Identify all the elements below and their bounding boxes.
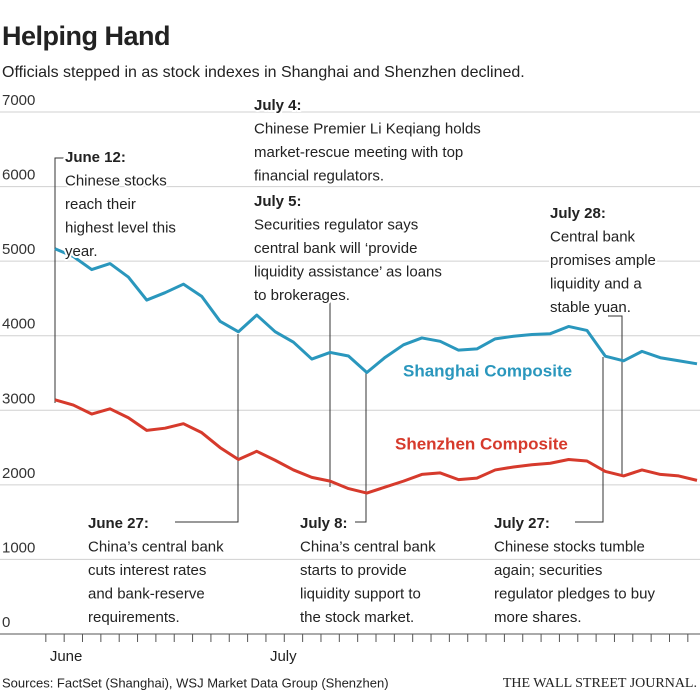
annotation-text: starts to provide (300, 562, 407, 579)
annotation-title: June 27: (88, 515, 149, 532)
leader-line (575, 357, 604, 523)
annotation-text: liquidity support to (300, 585, 421, 602)
y-tick-label: 2000 (2, 465, 35, 482)
annotation-title: July 27: (494, 515, 550, 532)
annotation-text: China’s central bank (300, 538, 436, 555)
series-label: Shanghai Composite (403, 361, 572, 380)
y-tick-label: 1000 (2, 539, 35, 556)
annotation-title: July 4: (254, 97, 302, 114)
annotation-text: more shares. (494, 609, 582, 626)
annotation-title: June 12: (65, 149, 126, 166)
annotation-text: liquidity and a (550, 275, 642, 292)
annotation-text: cuts interest rates (88, 562, 206, 579)
annotation-text: Securities regulator says (254, 216, 418, 233)
annotation-title: July 5: (254, 193, 302, 210)
annotation-text: financial regulators. (254, 167, 384, 184)
annotation-text: year. (65, 243, 98, 260)
y-tick-label: 0 (2, 614, 10, 631)
y-tick-label: 5000 (2, 241, 35, 258)
annotation-text: liquidity assistance’ as loans (254, 263, 442, 280)
leader-line (175, 334, 239, 523)
annotation-title: July 8: (300, 515, 348, 532)
y-tick-label: 7000 (2, 92, 35, 109)
annotation-text: the stock market. (300, 609, 414, 626)
annotation-text: and bank-reserve (88, 585, 205, 602)
y-tick-label: 3000 (2, 390, 35, 407)
y-tick-label: 6000 (2, 167, 35, 184)
annotation-text: Central bank (550, 228, 636, 245)
annotation-title: July 28: (550, 205, 606, 222)
annotation-text: central bank will ‘provide (254, 240, 417, 257)
x-tick-label: July (270, 648, 297, 665)
chart-subtitle: Officials stepped in as stock indexes in… (2, 64, 525, 81)
annotation-text: Chinese Premier Li Keqiang holds (254, 120, 481, 137)
leader-line (608, 315, 623, 477)
credit: THE WALL STREET JOURNAL. (503, 676, 697, 691)
annotation-text: highest level this (65, 219, 176, 236)
annotation-text: again; securities (494, 562, 602, 579)
annotation-text: requirements. (88, 609, 180, 626)
annotation-text: Chinese stocks (65, 172, 167, 189)
annotation-text: stable yuan. (550, 299, 631, 316)
chart-title: Helping Hand (2, 21, 170, 51)
annotation-text: promises ample (550, 252, 656, 269)
annotation-text: reach their (65, 196, 136, 213)
series-label: Shenzhen Composite (395, 434, 568, 453)
annotation-text: market-rescue meeting with top (254, 144, 463, 161)
annotation-text: Chinese stocks tumble (494, 538, 645, 555)
x-tick-label: June (50, 648, 83, 665)
leader-line (355, 373, 367, 523)
leader-line (54, 157, 65, 403)
annotation-text: regulator pledges to buy (494, 585, 655, 602)
series-line (54, 398, 698, 495)
source: Sources: FactSet (Shanghai), WSJ Market … (2, 675, 389, 690)
series-line (54, 247, 698, 374)
annotation-text: to brokerages. (254, 287, 350, 304)
annotation-text: China’s central bank (88, 538, 224, 555)
y-tick-label: 4000 (2, 316, 35, 333)
